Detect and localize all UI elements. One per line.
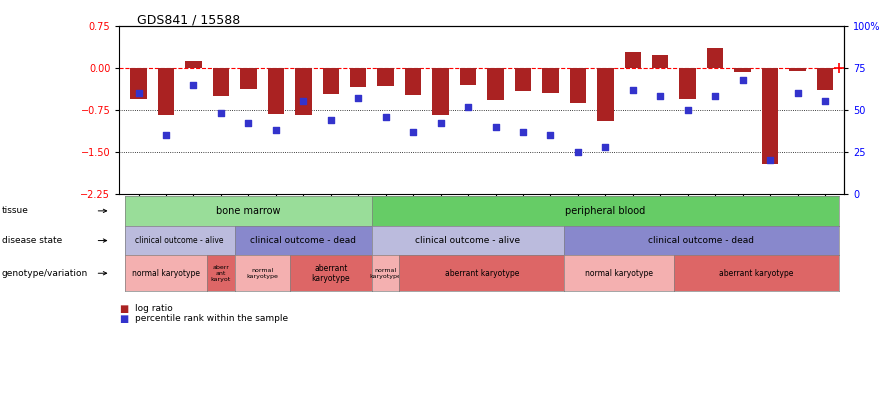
Point — [214, 110, 228, 116]
Text: normal karyotype: normal karyotype — [132, 269, 200, 278]
Text: tissue: tissue — [2, 206, 28, 215]
Point — [516, 129, 530, 135]
Text: genotype/variation: genotype/variation — [2, 269, 88, 278]
Point — [708, 93, 722, 99]
Bar — [405, 68, 422, 95]
Text: ■: ■ — [119, 314, 128, 324]
Point — [269, 127, 283, 133]
Point — [763, 157, 777, 164]
Text: normal
karyotype: normal karyotype — [246, 268, 278, 279]
Text: clinical outcome - dead: clinical outcome - dead — [649, 236, 754, 245]
Bar — [130, 68, 147, 99]
Bar — [789, 68, 806, 70]
Bar — [514, 68, 531, 91]
Point — [598, 144, 613, 150]
Bar — [432, 68, 449, 116]
Text: clinical outcome - dead: clinical outcome - dead — [250, 236, 356, 245]
Point — [187, 82, 201, 88]
Bar — [186, 61, 202, 68]
Text: aberrant
karyotype: aberrant karyotype — [311, 264, 350, 283]
Bar — [460, 68, 476, 85]
Bar — [762, 68, 778, 164]
Point — [351, 95, 365, 101]
Point — [296, 98, 310, 105]
Bar — [240, 68, 256, 89]
Bar — [735, 68, 751, 72]
Text: aberrant karyotype: aberrant karyotype — [445, 269, 519, 278]
Bar — [652, 55, 668, 68]
Text: GDS841 / 15588: GDS841 / 15588 — [137, 14, 240, 27]
Text: percentile rank within the sample: percentile rank within the sample — [135, 314, 288, 323]
Bar — [569, 68, 586, 103]
Point — [241, 120, 255, 126]
Bar — [295, 68, 311, 116]
Text: clinical outcome - alive: clinical outcome - alive — [415, 236, 521, 245]
Text: ■: ■ — [119, 304, 128, 314]
Text: aberr
ant
karyot: aberr ant karyot — [210, 265, 231, 282]
Bar — [707, 48, 723, 68]
Point — [544, 132, 558, 138]
Text: disease state: disease state — [2, 236, 62, 245]
Bar — [350, 68, 367, 88]
Point — [406, 129, 420, 135]
Bar — [157, 68, 174, 116]
Point — [571, 149, 585, 155]
Point — [681, 107, 695, 113]
Text: peripheral blood: peripheral blood — [565, 206, 645, 216]
Point — [378, 113, 392, 120]
Bar — [680, 68, 696, 99]
Bar — [377, 68, 394, 86]
Point — [461, 103, 475, 110]
Point — [626, 86, 640, 93]
Text: normal
karyotype: normal karyotype — [370, 268, 401, 279]
Point — [653, 93, 667, 99]
Bar — [597, 68, 613, 121]
Text: normal karyotype: normal karyotype — [585, 269, 653, 278]
Text: aberrant karyotype: aberrant karyotype — [720, 269, 794, 278]
Bar — [487, 68, 504, 100]
Point — [324, 117, 338, 123]
Point — [735, 76, 750, 83]
Point — [132, 90, 146, 96]
Bar — [817, 68, 834, 90]
Bar — [213, 68, 229, 96]
Bar — [323, 68, 339, 94]
Text: bone marrow: bone marrow — [217, 206, 280, 216]
Text: log ratio: log ratio — [135, 305, 173, 313]
Point — [790, 90, 804, 96]
Point — [159, 132, 173, 138]
Bar — [625, 52, 641, 68]
Point — [489, 124, 503, 130]
Bar — [542, 68, 559, 93]
Point — [433, 120, 447, 126]
Bar — [268, 68, 284, 114]
Text: clinical outcome - alive: clinical outcome - alive — [135, 236, 224, 245]
Point — [818, 98, 832, 105]
